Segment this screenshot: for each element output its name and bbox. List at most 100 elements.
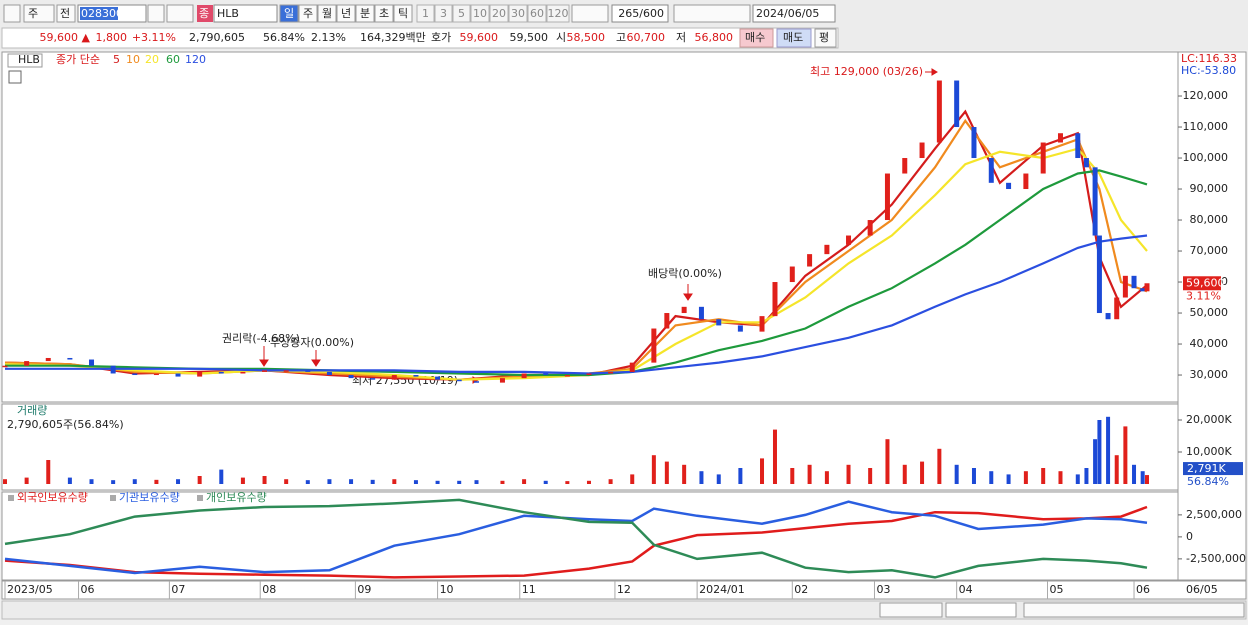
date-box[interactable] <box>752 4 836 23</box>
volume-bar <box>1084 468 1089 484</box>
candle <box>543 373 549 376</box>
interval-tab[interactable] <box>416 4 435 23</box>
avg-btn[interactable] <box>814 28 837 48</box>
volume-bar <box>937 448 942 484</box>
ask: 59,600 <box>460 31 499 44</box>
low-label: 저 <box>676 31 686 44</box>
buy-btn[interactable] <box>739 28 774 48</box>
candle <box>474 381 480 383</box>
volume-bar <box>392 479 397 484</box>
candle <box>24 361 30 366</box>
candle <box>348 375 354 379</box>
legend-swatch <box>110 495 116 501</box>
name-input[interactable] <box>213 4 278 23</box>
period-tab[interactable] <box>336 4 356 23</box>
volume-bar <box>1075 474 1080 484</box>
volume-bar <box>543 480 548 484</box>
candle <box>283 370 289 372</box>
tag-box <box>197 5 213 22</box>
legend-entry: 개인보유수량 <box>206 491 267 504</box>
market-select[interactable] <box>23 4 55 23</box>
volume-bar <box>1132 464 1137 484</box>
market: 주 <box>28 7 38 20</box>
volume-ratio: 56.84% <box>263 31 305 44</box>
interval-select[interactable] <box>571 4 609 23</box>
volume-bar <box>474 480 479 484</box>
interval-tab[interactable] <box>489 4 509 23</box>
zoom-tools[interactable] <box>1023 602 1245 618</box>
period-label: 분 <box>360 7 370 20</box>
interval-tab[interactable] <box>546 4 570 23</box>
scroll-buttons[interactable] <box>879 602 943 618</box>
period-tab[interactable] <box>317 4 337 23</box>
count-box[interactable] <box>611 4 669 23</box>
x-tick-label: 2023/05 <box>7 583 53 596</box>
period-label: 주 <box>303 7 313 20</box>
period-tab[interactable] <box>298 4 318 23</box>
open: 58,500 <box>567 31 606 44</box>
x-tick-label: 03 <box>876 583 890 596</box>
volume-bar <box>457 480 462 484</box>
low: 56,800 <box>695 31 734 44</box>
interval-tab[interactable] <box>470 4 490 23</box>
volume-bar <box>240 477 245 484</box>
legend-entry: 5 <box>113 53 120 66</box>
volume-bar <box>219 469 224 484</box>
rate: +3.11% <box>132 31 176 44</box>
candle <box>936 80 942 143</box>
volume-bar <box>772 429 777 484</box>
candle <box>197 371 203 377</box>
count: 265/600 <box>618 7 664 20</box>
interval-tab[interactable] <box>527 4 547 23</box>
last-price-box <box>1183 276 1221 291</box>
candle <box>824 244 830 255</box>
bid: 59,500 <box>510 31 549 44</box>
period-tab[interactable] <box>374 4 394 23</box>
y-axis-area <box>1177 51 1247 581</box>
sell-btn[interactable] <box>776 28 812 48</box>
menu-icon[interactable] <box>3 4 21 23</box>
volume-bar <box>305 480 310 484</box>
x-tick-label: 06 <box>81 583 95 596</box>
tool-icons[interactable] <box>673 4 751 23</box>
volume-bar <box>1006 474 1011 484</box>
candle <box>954 80 960 128</box>
candle <box>326 371 332 376</box>
period-tab[interactable] <box>279 4 299 23</box>
volume-bar <box>989 471 994 484</box>
volume-bar <box>760 458 765 484</box>
table-icon[interactable] <box>8 70 22 84</box>
candle <box>807 254 813 267</box>
ma-line <box>5 169 1148 377</box>
candle <box>1114 297 1120 320</box>
interval-tab[interactable] <box>508 4 528 23</box>
annotation: 권리락(-4.68%) <box>222 332 300 345</box>
high-label: 고 <box>616 31 626 44</box>
legend-entry: 10 <box>126 53 140 66</box>
y-tick-label: 40,000 <box>1190 337 1229 350</box>
period-tab[interactable] <box>393 4 413 23</box>
candle <box>1057 133 1063 143</box>
search-btn[interactable] <box>147 4 165 23</box>
sound-btn[interactable] <box>166 4 194 23</box>
candle <box>1075 133 1081 159</box>
period-tab[interactable] <box>355 4 375 23</box>
volume-bar <box>954 464 959 484</box>
interval-tab[interactable] <box>434 4 453 23</box>
y-tick-label: -2,500,000 <box>1186 552 1246 565</box>
ask-label: 호가 <box>431 31 451 44</box>
volume-last-ratio: 56.84% <box>1187 475 1229 488</box>
sell: 매도 <box>783 31 803 44</box>
volume-bar <box>608 479 613 484</box>
price: 59,600 ▲ <box>40 31 91 44</box>
x-tick-label: 08 <box>262 583 276 596</box>
candle <box>1083 158 1089 168</box>
prev-btn[interactable] <box>56 4 76 23</box>
scroll-thumb[interactable] <box>945 602 1017 618</box>
candle <box>240 371 246 374</box>
candle <box>305 370 311 372</box>
volume-bar <box>349 479 354 484</box>
interval-tab[interactable] <box>452 4 471 23</box>
y-tick-label: 0 <box>1186 530 1193 543</box>
